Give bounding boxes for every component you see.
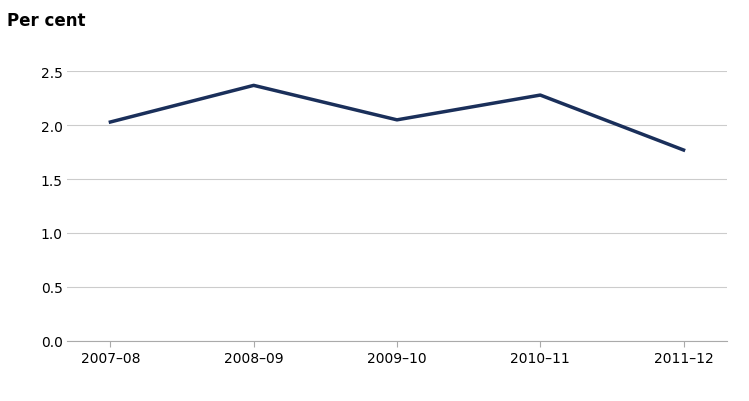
Text: Per cent: Per cent — [7, 12, 86, 30]
